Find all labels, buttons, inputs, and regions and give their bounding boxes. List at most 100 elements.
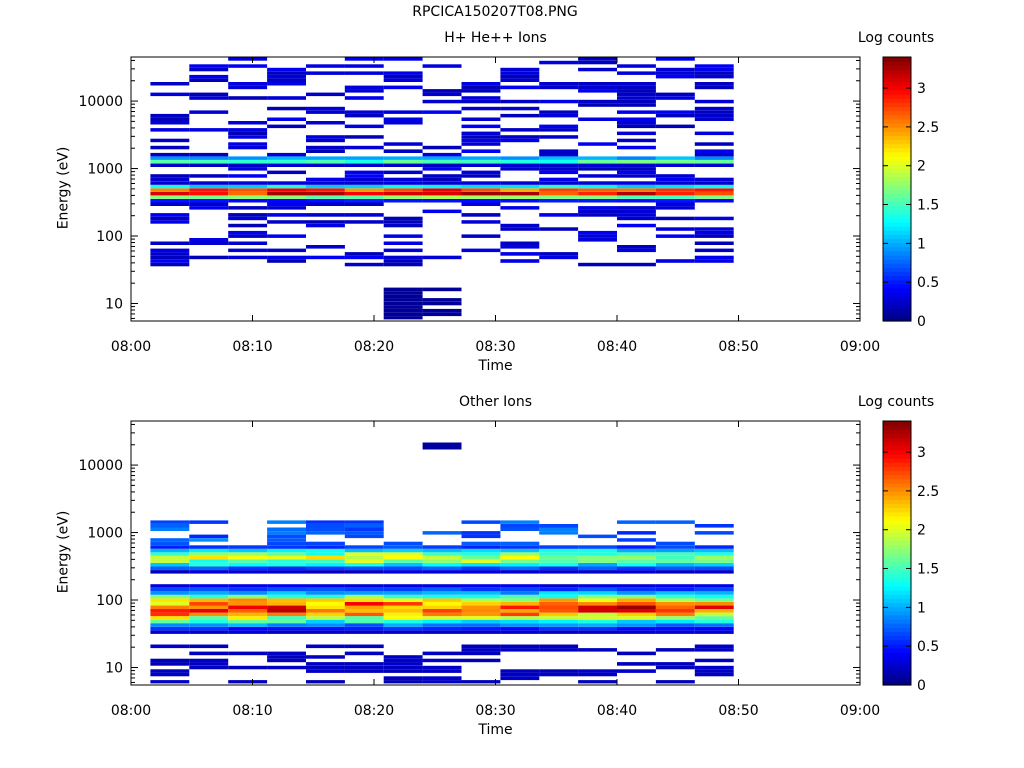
heatmap-cell <box>228 612 268 617</box>
heatmap-cell <box>344 534 384 539</box>
heatmap-cell <box>578 612 617 617</box>
heatmap-cell <box>228 609 268 613</box>
heatmap-cell <box>306 71 345 75</box>
heatmap-cell <box>578 199 617 203</box>
x-tick-label: 08:40 <box>597 339 637 355</box>
heatmap-cell <box>617 96 656 100</box>
heatmap-cell <box>344 527 384 531</box>
heatmap-cell <box>383 655 423 659</box>
heatmap-cell <box>267 117 306 121</box>
y-tick-label: 100 <box>96 229 123 245</box>
heatmap-cell <box>267 548 306 553</box>
heatmap-cell <box>267 520 306 524</box>
heatmap-cell <box>655 124 695 129</box>
heatmap-cell <box>228 605 268 609</box>
heatmap-cell <box>617 545 656 549</box>
heatmap-cell <box>383 255 423 260</box>
heatmap-cell <box>422 92 462 97</box>
x-tick-label: 08:10 <box>232 703 272 719</box>
heatmap-cell <box>461 85 501 90</box>
heatmap-cell <box>422 623 462 627</box>
heatmap-cell <box>228 160 268 164</box>
heatmap-cell <box>344 616 384 620</box>
heatmap-cell <box>228 241 268 245</box>
heatmap-cell <box>617 612 656 617</box>
heatmap-cell <box>694 142 734 146</box>
heatmap-cell <box>344 665 384 670</box>
colorbar-segment <box>883 61 911 66</box>
heatmap-cell <box>539 188 579 192</box>
colorbar-segment <box>883 131 911 136</box>
heatmap-cell <box>228 555 268 560</box>
colorbar-segment <box>883 623 911 628</box>
heatmap-cell <box>500 99 540 104</box>
heatmap-cell <box>306 121 345 125</box>
colorbar <box>883 57 911 322</box>
heatmap-cell <box>617 188 656 192</box>
heatmap-cell <box>655 188 695 192</box>
heatmap-cell <box>306 188 345 192</box>
heatmap-cell <box>383 170 423 175</box>
heatmap-cell <box>150 145 190 150</box>
heatmap-cell <box>655 156 695 160</box>
heatmap-cell <box>383 259 423 263</box>
heatmap-cell <box>694 531 734 535</box>
heatmap-cell <box>189 188 229 192</box>
heatmap-cell <box>422 209 462 214</box>
heatmap-cell <box>617 623 656 627</box>
heatmap-cell <box>189 665 229 670</box>
heatmap-cell <box>422 587 462 592</box>
heatmap-cell <box>655 591 695 595</box>
heatmap-cell <box>383 308 423 313</box>
colorbar-tick-label: 2.5 <box>917 120 939 136</box>
heatmap-cell <box>383 598 423 602</box>
colorbar-segment <box>883 594 911 599</box>
heatmap-cell <box>461 135 501 139</box>
heatmap-cell <box>383 630 423 634</box>
heatmap-cell <box>267 78 306 82</box>
heatmap-cell <box>344 612 384 617</box>
heatmap-cell <box>422 163 462 167</box>
heatmap-cell <box>306 184 345 189</box>
heatmap-cell <box>655 195 695 199</box>
heatmap-cell <box>578 672 617 677</box>
heatmap-cell <box>267 570 306 574</box>
heatmap-cell <box>383 74 423 79</box>
colorbar-segment <box>883 180 911 186</box>
heatmap-cell <box>422 156 462 160</box>
heatmap-cell <box>267 96 306 100</box>
heatmap-cell <box>306 623 345 627</box>
heatmap-cell <box>422 570 462 574</box>
heatmap-cell <box>655 92 695 97</box>
heatmap-cell <box>578 142 617 146</box>
heatmap-cell <box>228 623 268 627</box>
heatmap-cell <box>617 92 656 97</box>
y-tick-label: 1000 <box>87 526 123 542</box>
heatmap-cell <box>422 665 462 670</box>
colorbar-segment <box>883 234 911 240</box>
heatmap-cell <box>578 238 617 242</box>
colorbar-segment <box>883 610 911 616</box>
heatmap-cell <box>383 612 423 617</box>
heatmap-cell <box>578 623 617 627</box>
heatmap-cell <box>422 598 462 602</box>
heatmap-cell <box>461 680 501 684</box>
heatmap-cell <box>189 78 229 82</box>
heatmap-cell <box>306 662 345 666</box>
heatmap-cell <box>383 234 423 238</box>
colorbar-segment <box>883 57 911 62</box>
colorbar-segment <box>883 680 911 686</box>
colorbar-tick-label: 0 <box>917 314 926 330</box>
heatmap-cell <box>306 213 345 217</box>
heatmap-cell <box>617 191 656 196</box>
heatmap-cell <box>461 658 501 663</box>
heatmap-cell <box>617 121 656 125</box>
colorbar-segment <box>883 279 911 285</box>
heatmap-cell <box>500 602 540 606</box>
heatmap-cell <box>461 174 501 178</box>
heatmap-cell <box>694 227 734 231</box>
heatmap-cell <box>189 152 229 157</box>
heatmap-cell <box>306 669 345 673</box>
heatmap-cell <box>655 177 695 182</box>
heatmap-cell <box>267 531 306 535</box>
